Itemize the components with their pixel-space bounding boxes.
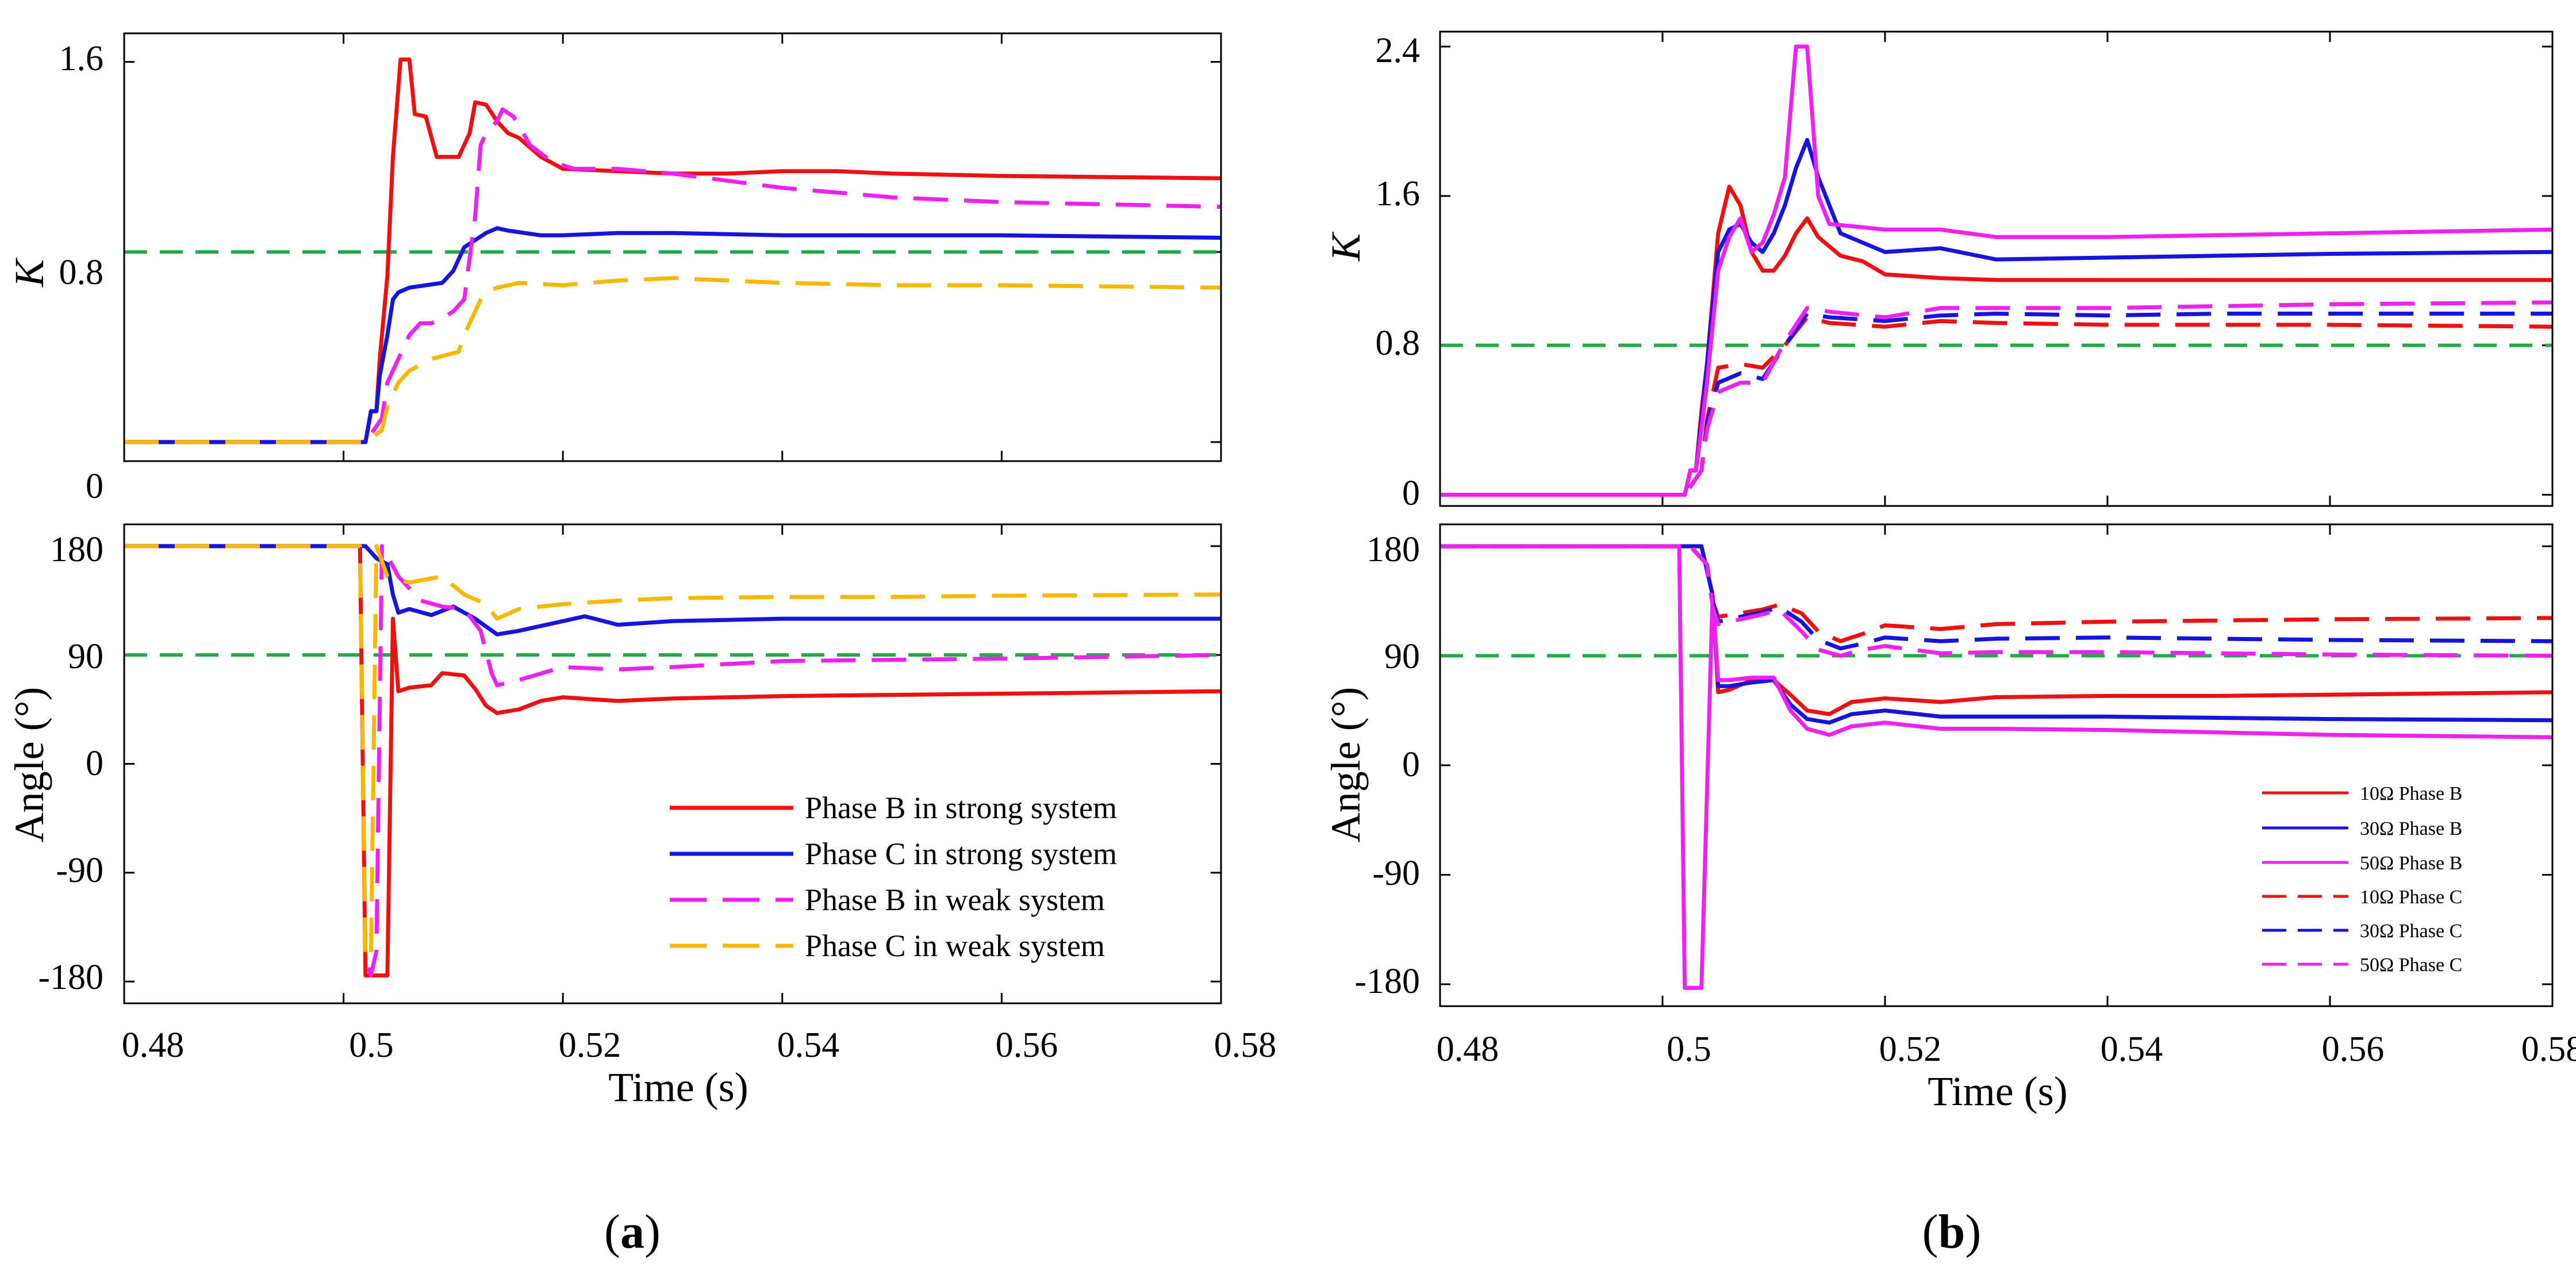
series-group xyxy=(124,57,1221,444)
series-line xyxy=(1440,312,2552,497)
axes-a-bottom xyxy=(123,523,1222,1004)
panel-b: K Angle (°) Time (s) 0.48 0.5 0.52 0.54 … xyxy=(1323,30,2576,1259)
series-line xyxy=(1440,44,2552,497)
legend-label: 50Ω Phase B xyxy=(2360,853,2462,874)
a-top-ytick: 0.8 xyxy=(59,253,104,292)
series-line xyxy=(1440,544,2552,716)
b-top-ytick: 2.4 xyxy=(1376,31,1421,70)
a-xtick: 0.52 xyxy=(559,1026,621,1065)
a-bottom-ylabel: Angle (°) xyxy=(6,687,52,843)
b-bottom-ytick: -90 xyxy=(1372,854,1420,893)
axes-frame xyxy=(123,32,1222,462)
series-line xyxy=(124,544,1221,636)
a-xtick: 0.58 xyxy=(1214,1026,1277,1065)
series-group xyxy=(1440,44,2552,497)
a-tick-labels: 0.48 0.5 0.52 0.54 0.56 0.58 0 0.8 1.6 -… xyxy=(38,39,1276,1065)
b-bottom-ytick: 0 xyxy=(1402,745,1420,784)
a-bottom-ytick: 180 xyxy=(50,530,103,569)
legend-label: 30Ω Phase B xyxy=(2360,818,2462,839)
a-bottom-ytick: -180 xyxy=(38,958,103,997)
series-line xyxy=(124,107,1221,444)
legend-label: Phase C in weak system xyxy=(805,929,1105,963)
legend-item: 50Ω Phase C xyxy=(2262,954,2462,976)
series-line xyxy=(1440,544,2552,643)
b-xtick: 0.48 xyxy=(1437,1030,1499,1069)
legend-item: 30Ω Phase C xyxy=(2262,921,2462,942)
axes-b-bottom xyxy=(1439,523,2554,1007)
b-tick-labels: 0.48 0.5 0.52 0.54 0.56 0.58 0 0.8 1.6 2… xyxy=(1354,31,2576,1069)
series-line xyxy=(124,276,1221,444)
axes-frame xyxy=(1439,523,2554,1007)
axes-a-top xyxy=(123,32,1222,462)
series-line xyxy=(124,226,1221,444)
a-xtick: 0.48 xyxy=(122,1026,185,1065)
legend-label: 50Ω Phase C xyxy=(2360,954,2462,976)
a-bottom-ytick: 90 xyxy=(68,637,103,676)
legend-item: 50Ω Phase B xyxy=(2262,853,2462,874)
legend-item: 10Ω Phase C xyxy=(2262,887,2462,908)
a-xtick: 0.56 xyxy=(996,1026,1058,1065)
b-bottom-ytick: 180 xyxy=(1366,530,1420,569)
b-xtick: 0.56 xyxy=(2322,1030,2385,1069)
b-bottom-ylabel: Angle (°) xyxy=(1323,687,1369,843)
b-xtick: 0.58 xyxy=(2521,1030,2576,1069)
series-group xyxy=(124,544,1221,978)
a-top-ytick: 0 xyxy=(86,467,103,506)
panel-a: K Angle (°) Time (s) 0.48 0.5 0.52 0.54 … xyxy=(6,32,1276,1259)
a-bottom-ytick: 0 xyxy=(86,744,103,783)
b-bottom-ytick: 90 xyxy=(1384,637,1420,676)
legend-item: Phase B in weak system xyxy=(670,883,1105,917)
a-bottom-ytick: -90 xyxy=(56,851,103,890)
b-xtick: 0.52 xyxy=(1879,1030,1942,1069)
b-xtick: 0.5 xyxy=(1667,1030,1711,1069)
axes-frame xyxy=(123,523,1222,1004)
legend-label: 30Ω Phase C xyxy=(2360,921,2462,942)
series-line xyxy=(1440,544,2552,990)
legend-b: 10Ω Phase B 30Ω Phase B 50Ω Phase B 10Ω … xyxy=(2262,783,2462,976)
a-xlabel: Time (s) xyxy=(608,1064,748,1110)
series-line xyxy=(1440,544,2552,651)
a-top-ytick: 1.6 xyxy=(59,39,104,78)
b-xlabel: Time (s) xyxy=(1928,1068,2067,1114)
b-bottom-ytick: -180 xyxy=(1354,962,1420,1001)
b-xtick: 0.54 xyxy=(2101,1030,2163,1069)
series-line xyxy=(124,544,1221,978)
a-top-ylabel: K xyxy=(6,257,52,287)
legend-label: Phase B in strong system xyxy=(805,791,1117,825)
axes-b-top xyxy=(1439,30,2554,507)
series-line xyxy=(1440,137,2552,497)
a-xtick: 0.5 xyxy=(349,1026,394,1065)
series-line xyxy=(124,544,1221,978)
axes-frame xyxy=(1439,30,2554,507)
series-line xyxy=(124,57,1221,444)
legend-label: 10Ω Phase C xyxy=(2360,887,2462,908)
a-xtick: 0.54 xyxy=(777,1026,840,1065)
b-top-ytick: 0.8 xyxy=(1376,324,1421,363)
legend-item: Phase C in strong system xyxy=(670,837,1117,871)
legend-item: 10Ω Phase B xyxy=(2262,783,2462,804)
legend-item: Phase C in weak system xyxy=(670,929,1105,963)
legend-item: 30Ω Phase B xyxy=(2262,818,2462,839)
legend-label: Phase B in weak system xyxy=(805,883,1105,917)
panel-a-label: (a) xyxy=(604,1205,661,1259)
b-top-ytick: 1.6 xyxy=(1376,174,1421,213)
legend-label: Phase C in strong system xyxy=(805,837,1117,871)
series-line xyxy=(1440,544,2552,658)
series-line xyxy=(1440,300,2552,497)
legend-label: 10Ω Phase B xyxy=(2360,783,2462,804)
b-top-ylabel: K xyxy=(1323,231,1369,262)
series-group xyxy=(1440,544,2552,990)
legend-a: Phase B in strong system Phase C in stro… xyxy=(670,791,1117,963)
b-top-ytick: 0 xyxy=(1402,474,1420,513)
legend-item: Phase B in strong system xyxy=(670,791,1117,825)
panel-b-label: (b) xyxy=(1922,1205,1982,1259)
